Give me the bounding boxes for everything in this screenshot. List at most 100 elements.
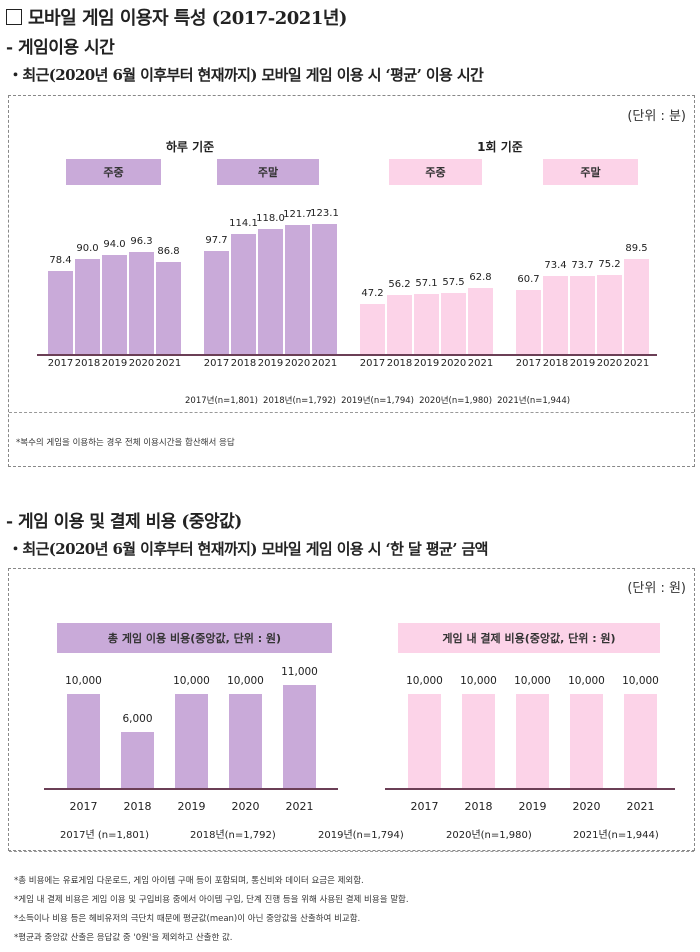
bar-1회-기준-주중-2019	[414, 293, 439, 354]
bar-total-spending-2017	[67, 694, 100, 789]
bar-하루-기준-주말-2021	[312, 224, 337, 354]
x-tick-label: 2020	[572, 800, 601, 813]
data-label: 97.7	[205, 234, 228, 246]
data-label: 6,000	[122, 713, 153, 725]
unit-label-won: (단위 : 원)	[627, 581, 686, 596]
sample-size-2020: 2020년(n=1,980)	[419, 396, 493, 406]
group-title-per-session: 1회 기준	[477, 140, 523, 154]
panel-divider-2	[9, 851, 694, 852]
bar-하루-기준-주중-2017	[48, 271, 73, 354]
data-label: 123.1	[310, 208, 339, 219]
bar-total-spending-2018	[121, 732, 154, 789]
bar-1회-기준-주말-2018	[543, 276, 568, 354]
x-tick-label: 2019	[257, 358, 284, 369]
x-axis-line	[37, 354, 657, 356]
x-tick-label: 2021	[467, 358, 494, 369]
bar-total-spending-2020	[229, 694, 262, 789]
data-label: 47.2	[361, 288, 384, 300]
x-tick-label: 2020	[231, 800, 260, 813]
bar-1회-기준-주중-2021	[468, 287, 493, 354]
bar-in-game-payment-2018	[462, 694, 495, 789]
x-tick-label: 2020	[284, 358, 311, 369]
x-tick-label: 2017	[203, 358, 230, 369]
footnote-2: *게임 내 결제 비용은 게임 이용 및 구입비용 중에서 아이템 구입, 단계…	[14, 895, 409, 905]
data-label: 62.8	[469, 271, 492, 283]
footnote-4: *평균과 중앙값 산출은 응답값 중 '0원'을 제외하고 산출한 값.	[14, 933, 233, 943]
section-title-spending: - 게임 이용 및 결제 비용 (중앙값)	[6, 512, 242, 532]
data-label: 89.5	[625, 243, 648, 255]
legend-in-game-payment: 게임 내 결제 비용(중앙값, 단위 : 원)	[398, 623, 660, 653]
data-label: 10,000	[622, 675, 659, 687]
data-label: 10,000	[460, 675, 497, 687]
x-tick-label: 2018	[123, 800, 152, 813]
section-subtitle-play-time: ・최근(2020년 6월 이후부터 현재까지) 모바일 게임 이용 시 ‘평균’…	[8, 66, 484, 84]
sample-size-2019: 2019년(n=1,794)	[341, 396, 414, 406]
x-tick-label: 2018	[386, 358, 413, 369]
bar-in-game-payment-2019	[516, 694, 549, 789]
footnote-play-time: *복수의 게임을 이용하는 경우 전체 이용시간을 합산해서 응답	[16, 438, 235, 448]
x-tick-label: 2017	[410, 800, 439, 813]
bar-1회-기준-주중-2017	[360, 304, 385, 354]
x-tick-label: 2019	[177, 800, 206, 813]
bar-total-spending-2021	[283, 684, 316, 789]
section-title-play-time: - 게임이용 시간	[6, 38, 115, 58]
x-tick-label: 2021	[285, 800, 314, 813]
data-label: 10,000	[568, 675, 605, 687]
sample-size-2018: 2018년(n=1,792)	[263, 396, 336, 406]
x-tick-label: 2021	[626, 800, 655, 813]
data-label: 96.3	[130, 236, 153, 248]
sample-size-2018: 2018년(n=1,792)	[190, 830, 276, 841]
data-label: 90.0	[76, 242, 99, 254]
legend-daily-weekend: 주말	[217, 159, 319, 185]
sample-size-2019: 2019년(n=1,794)	[318, 830, 404, 841]
x-tick-label: 2021	[311, 358, 338, 369]
unit-label-minutes: (단위 : 분)	[627, 109, 686, 124]
checkbox-square-icon	[6, 9, 22, 25]
x-tick-label: 2020	[128, 358, 155, 369]
bar-하루-기준-주말-2018	[231, 233, 256, 354]
bar-in-game-payment-2020	[570, 694, 603, 789]
x-tick-label: 2018	[230, 358, 257, 369]
x-axis-line-in-game	[385, 788, 675, 790]
x-tick-label: 2019	[101, 358, 128, 369]
legend-session-weekend: 주말	[543, 159, 638, 185]
data-label: 86.8	[157, 246, 180, 258]
x-tick-label: 2019	[518, 800, 547, 813]
data-label: 10,000	[65, 675, 102, 687]
bar-1회-기준-주중-2018	[387, 294, 412, 354]
data-label: 121.7	[283, 209, 312, 221]
bar-in-game-payment-2017	[408, 694, 441, 789]
data-label: 10,000	[514, 675, 551, 687]
section-subtitle-spending: ・최근(2020년 6월 이후부터 현재까지) 모바일 게임 이용 시 ‘한 달…	[8, 540, 488, 558]
bar-하루-기준-주중-2021	[156, 262, 181, 354]
play-time-chart-panel	[8, 95, 695, 467]
data-label: 73.4	[544, 260, 567, 272]
sample-size-row: 2017년(n=1,801) 2018년(n=1,792) 2019년(n=1,…	[185, 388, 585, 407]
panel-divider	[9, 412, 694, 413]
x-tick-label: 2019	[569, 358, 596, 369]
x-tick-label: 2017	[359, 358, 386, 369]
data-label: 78.4	[49, 255, 72, 267]
sample-size-2021: 2021년(n=1,944)	[573, 830, 659, 841]
bar-1회-기준-주말-2021	[624, 259, 649, 354]
data-label: 56.2	[388, 278, 411, 290]
data-label: 57.5	[442, 277, 465, 289]
footnote-1: *총 비용에는 유료게임 다운로드, 게임 아이템 구매 등이 포함되며, 통신…	[14, 876, 364, 886]
bar-하루-기준-주말-2020	[285, 225, 310, 354]
bar-하루-기준-주중-2018	[75, 258, 100, 354]
data-label: 57.1	[415, 277, 438, 289]
bar-total-spending-2019	[175, 694, 208, 789]
legend-session-weekday: 주중	[389, 159, 482, 185]
data-label: 10,000	[227, 675, 264, 687]
x-tick-label: 2018	[74, 358, 101, 369]
sample-size-2017: 2017년 (n=1,801)	[60, 830, 149, 841]
x-tick-label: 2018	[464, 800, 493, 813]
data-label: 60.7	[517, 273, 540, 285]
sample-size-2020: 2020년(n=1,980)	[446, 830, 532, 841]
bar-1회-기준-주말-2017	[516, 289, 541, 354]
bar-1회-기준-주중-2020	[441, 293, 466, 354]
footnote-3: *소득이나 비용 등은 헤비유저의 극단치 때문에 평균값(mean)이 아닌 …	[14, 914, 361, 924]
group-title-daily: 하루 기준	[165, 140, 215, 154]
x-axis-line-total	[44, 788, 338, 790]
data-label: 11,000	[281, 665, 318, 678]
